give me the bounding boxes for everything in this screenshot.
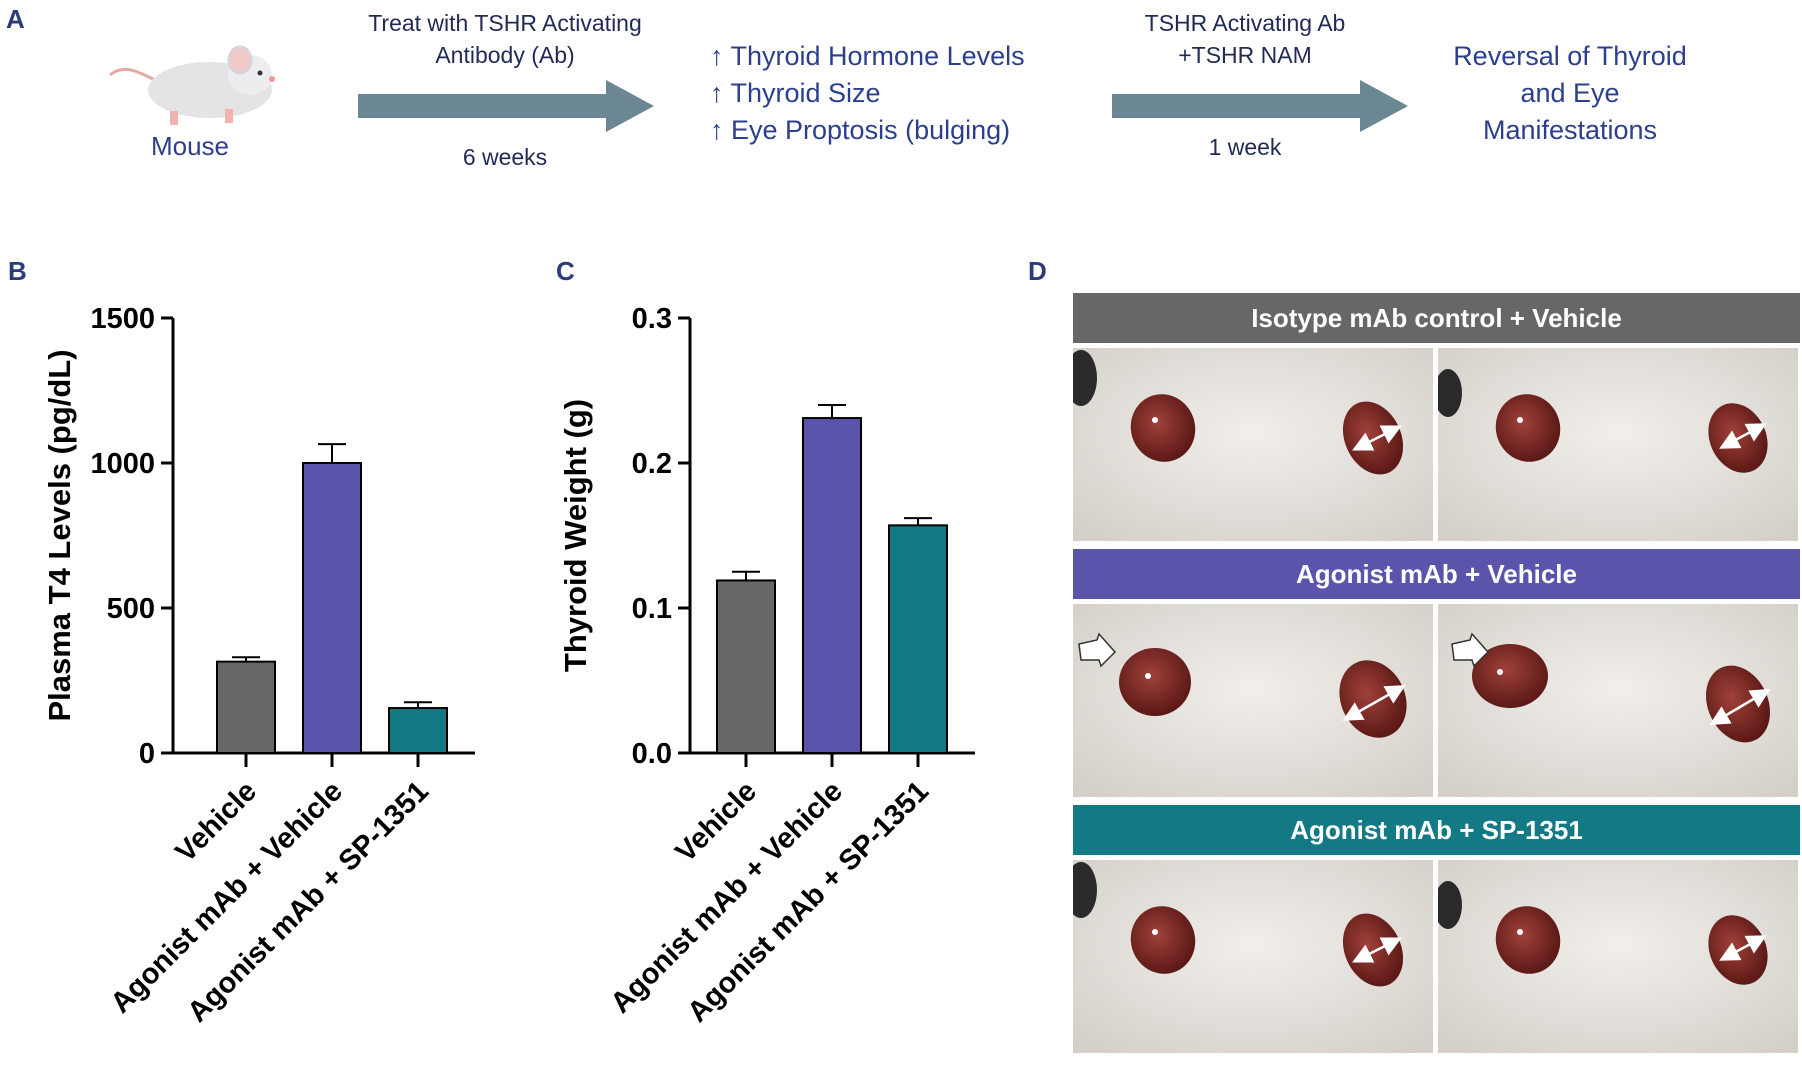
step1-duration: 6 weeks [462, 144, 548, 170]
step2-arrow-icon [1112, 80, 1408, 132]
panel-d-letter: D [1028, 256, 1047, 286]
y-tick-label: 0.0 [632, 738, 672, 770]
y-tick-label: 500 [107, 593, 155, 625]
effect-hormone: ↑ Thyroid Hormone Levels [710, 41, 1025, 71]
y-axis-label: Thyroid Weight (g) [558, 399, 593, 672]
panel-b-letter: B [8, 256, 27, 286]
y-tick-label: 1500 [90, 303, 155, 335]
eye-photo [1073, 348, 1433, 541]
effect-size: ↑ Thyroid Size [710, 78, 881, 108]
outcome-text: Reversal of Thyroid and Eye Manifestatio… [1415, 38, 1725, 149]
outcome-line-3: Manifestations [1482, 115, 1658, 145]
outcome-line-1: Reversal of Thyroid [1453, 41, 1687, 71]
bar [888, 524, 948, 754]
eye-photo [1438, 348, 1798, 541]
panel-a-letter: A [6, 4, 25, 34]
y-axis-label: Plasma T4 Levels (pg/dL) [42, 349, 77, 721]
eye-photo [1073, 604, 1433, 797]
banner-agonist-sp1351: Agonist mAb + SP-1351 [1073, 805, 1800, 855]
effects-list: ↑ Thyroid Hormone Levels ↑ Thyroid Size … [710, 38, 1025, 149]
panel-c-letter: C [556, 256, 575, 286]
bar [388, 707, 448, 754]
step2-line2: +TSHR NAM [1178, 42, 1312, 68]
outcome-line-2: and Eye [1520, 78, 1620, 108]
banner-isotype: Isotype mAb control + Vehicle [1073, 293, 1800, 343]
y-tick-label: 0 [139, 738, 155, 770]
bar [716, 579, 776, 755]
bar [302, 462, 362, 754]
y-tick-label: 0.1 [632, 593, 672, 625]
eye-photo [1438, 860, 1798, 1053]
y-tick-label: 0.3 [632, 303, 672, 335]
eye-photo [1073, 860, 1433, 1053]
banner-agonist-vehicle: Agonist mAb + Vehicle [1073, 549, 1800, 599]
step2-line1: TSHR Activating Ab [1144, 10, 1346, 36]
step1-line2: Antibody (Ab) [435, 42, 575, 68]
step1-arrow-icon [358, 80, 654, 132]
bar [802, 417, 862, 755]
step1-line1: Treat with TSHR Activating [368, 10, 642, 36]
effect-proptosis: ↑ Eye Proptosis (bulging) [710, 115, 1011, 145]
mouse-label: Mouse [150, 131, 230, 161]
step2-duration: 1 week [1208, 134, 1282, 160]
eye-photo [1438, 604, 1798, 797]
y-tick-label: 1000 [90, 448, 155, 480]
y-tick-label: 0.2 [632, 448, 672, 480]
bar [216, 660, 276, 754]
mouse-icon [109, 45, 275, 125]
